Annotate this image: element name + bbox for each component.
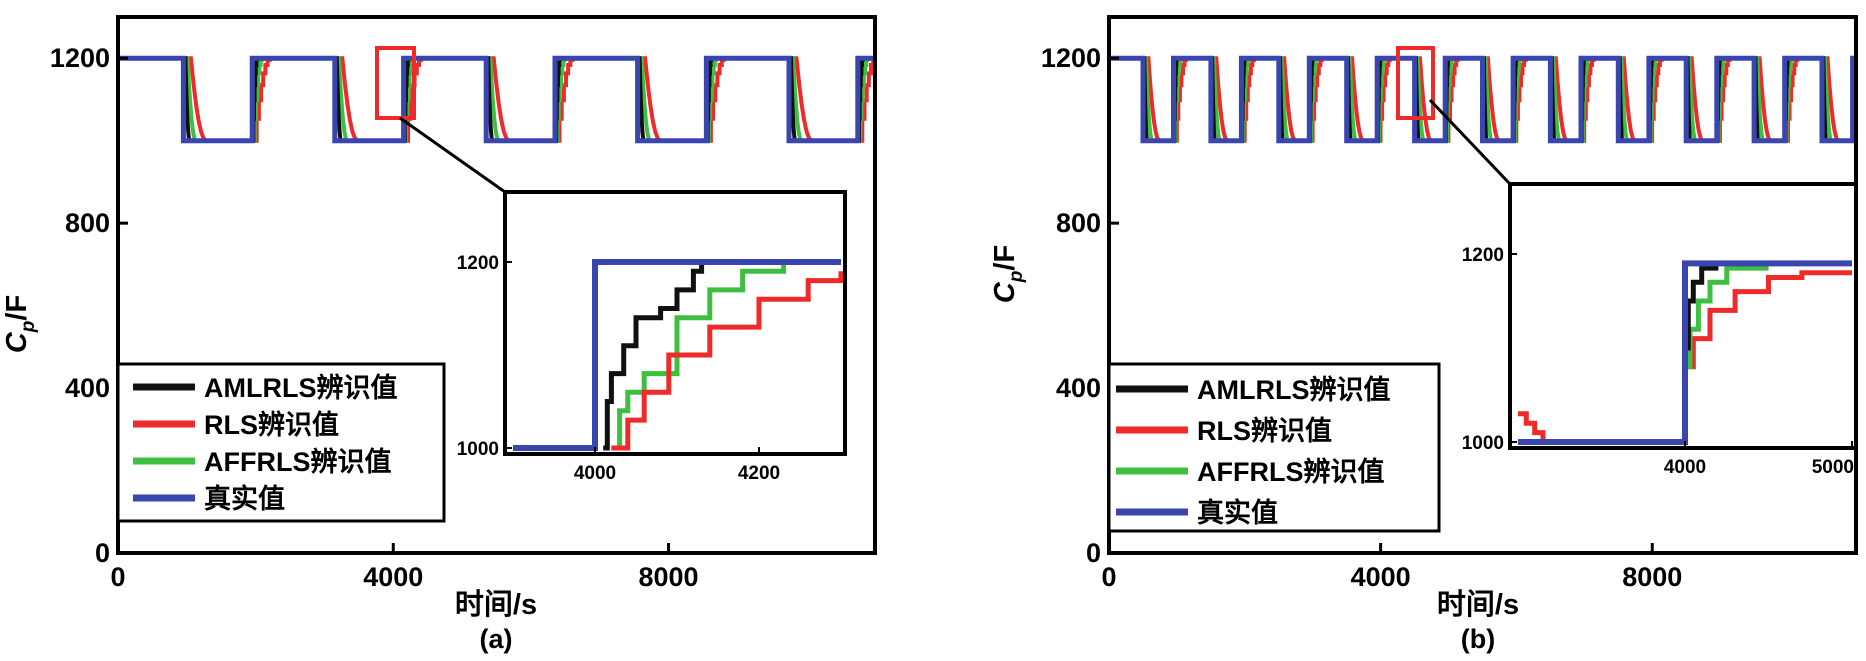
panel-b-series-true-value xyxy=(1109,55,1856,144)
panel-b-inset-ytick-label: 1200 xyxy=(1462,245,1504,266)
panel-b-legend-label-amlrls: AMLRLS辨识值 xyxy=(1197,375,1390,405)
panel-b-axis-ticks: 0 400 800 1200 0 4000 8000 xyxy=(1041,43,1682,592)
panel-a-series-layer xyxy=(118,55,877,144)
panel-a-inset-curve-AMLRLS辨识值 xyxy=(603,262,705,451)
panel-b-ytick-label: 1200 xyxy=(1041,43,1101,73)
panel-b-series-RLS辨识值 xyxy=(1109,56,1858,143)
panel-b-inset-curves: 1000 1200 4000 5000 xyxy=(1462,245,1854,478)
panel-b-xtick-label: 0 xyxy=(1101,562,1116,592)
panel-a-xlabel: 时间/s xyxy=(455,588,537,621)
panel-a-inset-curves: 1000 1200 4000 4200 xyxy=(457,253,844,484)
panel-b-ylabel-sub: p xyxy=(1006,271,1027,284)
panel-a-ytick-label: 0 xyxy=(95,538,110,568)
panel-a-inset-xtick-label: 4000 xyxy=(574,463,616,484)
panel-a-ytick-label: 1200 xyxy=(50,43,110,73)
panel-a-inset-ytick-label: 1200 xyxy=(457,253,499,274)
panel-b-legend-label-true: 真实值 xyxy=(1197,497,1278,528)
panel-a-legend-label-affrls: AFFRLS辨识值 xyxy=(204,447,391,477)
panel-a-tag: (a) xyxy=(480,624,513,654)
panel-b-inset-xtick-label: 5000 xyxy=(1812,457,1854,478)
panel-a-inset-curve-AFFRLS辨识值 xyxy=(611,262,787,451)
panel-a-axis-ticks: 0 400 800 1200 0 4000 8000 xyxy=(50,43,699,592)
panel-b-xlabel: 时间/s xyxy=(1437,588,1519,621)
panel-b-ylabel: Cp/F xyxy=(989,245,1027,303)
panel-a-ylabel-tail: /F xyxy=(1,295,33,321)
panel-b-tag: (b) xyxy=(1461,624,1495,654)
panel-a-legend: AMLRLS辨识值 RLS辨识值 AFFRLS辨识值 真实值 xyxy=(116,362,446,523)
panel-a-ylabel: Cp/F xyxy=(1,295,39,353)
panel-b-ylabel-tail: /F xyxy=(989,245,1021,271)
panel-a-zoom-connector xyxy=(399,116,506,194)
panel-a-ylabel-main: C xyxy=(1,331,33,353)
panel-b-ytick-label: 0 xyxy=(1086,538,1101,568)
panel-b-series-layer xyxy=(1109,55,1858,144)
panel-b-ytick-label: 800 xyxy=(1056,208,1101,238)
panel-b-legend: AMLRLS辨识值 RLS辨识值 AFFRLS辨识值 真实值 xyxy=(1107,362,1441,533)
panel-b-legend-label-affrls: AFFRLS辨识值 xyxy=(1197,457,1384,487)
panel-a-xtick-label: 8000 xyxy=(639,562,699,592)
panel-a-inset-xtick-label: 4200 xyxy=(738,463,780,484)
svg-text:Cp/F: Cp/F xyxy=(1,295,39,353)
panel-b-ytick-label: 400 xyxy=(1056,373,1101,403)
panel-a-xtick-label: 0 xyxy=(110,562,125,592)
panel-a-legend-label-amlrls: AMLRLS辨识值 xyxy=(204,373,397,403)
panel-b-zoom-connector xyxy=(1428,98,1512,186)
panel-b-legend-label-rls: RLS辨识值 xyxy=(1197,416,1332,446)
panel-a-inset: 1000 1200 4000 4200 xyxy=(457,190,847,484)
panel-b-inset: 1000 1200 4000 5000 xyxy=(1462,182,1858,478)
panel-b-inset-ytick-label: 1000 xyxy=(1462,433,1504,454)
svg-text:Cp/F: Cp/F xyxy=(989,245,1027,303)
panel-a-ytick-label: 800 xyxy=(65,208,110,238)
panel-a-series-true-value xyxy=(118,55,875,144)
panel-a-zoom-box xyxy=(375,46,416,120)
panel-a-series-RLS辨识值 xyxy=(118,56,877,143)
panel-b-xtick-label: 8000 xyxy=(1622,562,1682,592)
panel-a-ytick-label: 400 xyxy=(65,373,110,403)
panel-a-ylabel-sub: p xyxy=(18,321,39,334)
panel-b-inset-curve-AMLRLS辨识值 xyxy=(1685,265,1719,351)
panel-a-legend-label-true: 真实值 xyxy=(204,483,285,514)
panel-a-inset-curve-RLS辨识值 xyxy=(611,271,844,451)
panel-b-ylabel-main: C xyxy=(989,281,1021,303)
panel-a-inset-curve-真实值 xyxy=(513,259,841,451)
panel-b-inset-xtick-label: 4000 xyxy=(1664,457,1706,478)
panel-a-legend-label-rls: RLS辨识值 xyxy=(204,410,339,440)
panel-b-zoom-box xyxy=(1396,46,1435,120)
panel-b-xtick-label: 4000 xyxy=(1351,562,1411,592)
panel-a-plot-frame xyxy=(116,15,877,555)
panel-a-xtick-label: 4000 xyxy=(363,562,423,592)
panel-a-inset-ytick-label: 1000 xyxy=(457,439,499,460)
